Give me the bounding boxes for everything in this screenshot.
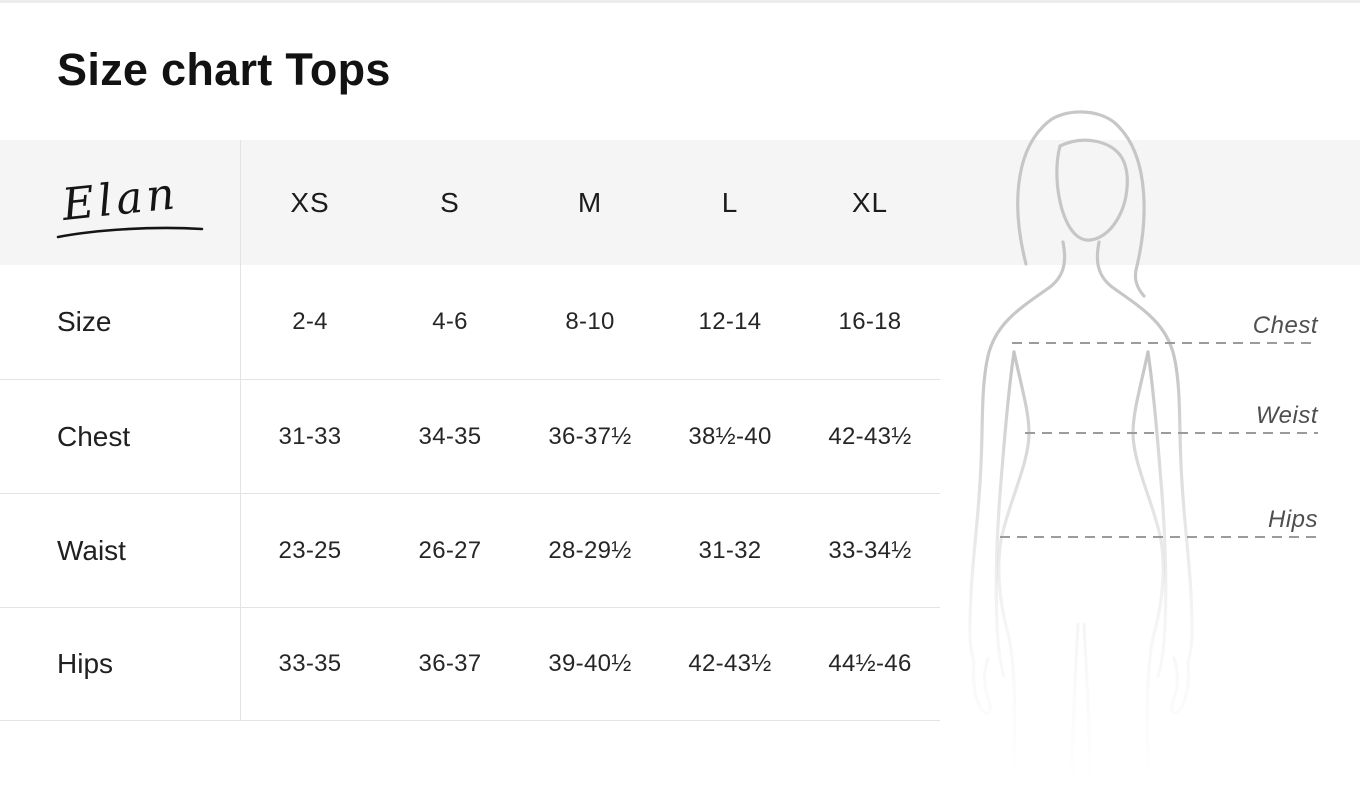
table-cell: 38½-40 bbox=[688, 422, 772, 450]
table-cell: 2-4 bbox=[292, 308, 328, 335]
row-label-size: Size bbox=[57, 306, 112, 337]
table-cell: 4-6 bbox=[432, 308, 468, 335]
table-cell: 26-27 bbox=[418, 536, 482, 564]
table-row-size: Size 2-4 4-6 8-10 12-14 16-18 bbox=[0, 265, 940, 380]
waist-label: Weist bbox=[1255, 402, 1318, 429]
table-row-waist: Waist 23-25 26-27 28-29½ 31-32 33-34½ bbox=[0, 494, 940, 608]
table-header-band bbox=[0, 140, 1360, 265]
table-cell: 23-25 bbox=[278, 536, 342, 564]
brand-underline-swash bbox=[56, 226, 204, 239]
table-vertical-divider bbox=[240, 140, 241, 721]
table-cell: 36-37 bbox=[418, 650, 482, 677]
page-title: Size chart Tops bbox=[57, 44, 391, 95]
table-row-chest: Chest 31-33 34-35 36-37½ 38½-40 42-43½ bbox=[0, 380, 940, 494]
table-cell: 31-33 bbox=[278, 422, 342, 450]
measurement-figure bbox=[950, 104, 1340, 804]
table-header-row: Elan XS S M L XL bbox=[0, 140, 940, 265]
column-header-xs: XS bbox=[290, 186, 330, 218]
table-cell: 31-32 bbox=[698, 536, 762, 564]
hips-label: Hips bbox=[1267, 506, 1318, 533]
table-cell: 28-29½ bbox=[548, 536, 632, 564]
table-cell: 44½-46 bbox=[828, 650, 912, 677]
table-cell: 33-35 bbox=[278, 650, 342, 677]
table-cell: 12-14 bbox=[698, 308, 762, 335]
size-table: Elan XS S M L XL Size 2-4 4-6 8-10 12-14… bbox=[0, 140, 940, 721]
table-row-hips: Hips 33-35 36-37 39-40½ 42-43½ 44½-46 bbox=[0, 608, 940, 721]
column-header-l: L bbox=[721, 186, 739, 218]
table-cell: 33-34½ bbox=[828, 536, 912, 564]
row-label-hips: Hips bbox=[57, 648, 114, 679]
top-edge-divider bbox=[0, 0, 1360, 3]
column-header-m: M bbox=[577, 186, 603, 218]
column-header-s: S bbox=[440, 186, 460, 218]
table-cell: 36-37½ bbox=[548, 422, 632, 450]
brand-logo: Elan bbox=[0, 140, 240, 265]
female-figure-svg bbox=[968, 110, 1318, 803]
table-cell: 39-40½ bbox=[548, 650, 632, 677]
female-figure-outline bbox=[968, 110, 1194, 803]
table-cell: 16-18 bbox=[838, 308, 902, 335]
chest-label: Chest bbox=[1252, 312, 1318, 339]
table-cell: 42-43½ bbox=[688, 650, 772, 677]
brand-logo-text: Elan bbox=[59, 168, 182, 231]
table-cell: 42-43½ bbox=[828, 422, 912, 450]
table-cell: 8-10 bbox=[565, 308, 615, 335]
row-label-waist: Waist bbox=[57, 534, 126, 566]
table-cell: 34-35 bbox=[418, 422, 482, 450]
row-label-chest: Chest bbox=[57, 420, 131, 452]
column-header-xl: XL bbox=[851, 186, 889, 218]
